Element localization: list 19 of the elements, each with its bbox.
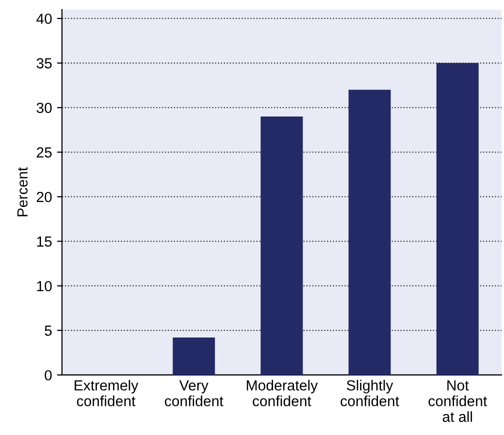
y-tick-label: 20 xyxy=(36,192,52,202)
x-tick-label: Moderately confident xyxy=(246,380,318,406)
y-axis-title: Percent xyxy=(17,167,28,216)
y-tick-label: 40 xyxy=(36,14,52,24)
bar xyxy=(348,90,391,375)
x-tick-label: Slightly confident xyxy=(340,380,400,406)
x-tick-label: Extremely confident xyxy=(74,380,138,406)
y-tick-label: 0 xyxy=(44,370,52,380)
y-tick-label: 5 xyxy=(44,326,52,336)
x-tick-label: Not confident at all xyxy=(428,380,488,422)
bar xyxy=(172,338,215,375)
bar xyxy=(436,63,479,375)
y-tick-label: 30 xyxy=(36,102,52,114)
y-tick-label: 35 xyxy=(36,58,52,68)
bar xyxy=(260,116,303,375)
y-tick-label: 25 xyxy=(36,147,52,158)
x-tick-label: Very confident xyxy=(164,380,224,406)
y-tick-label: 10 xyxy=(37,280,52,292)
y-tick-label: 15 xyxy=(37,236,52,247)
